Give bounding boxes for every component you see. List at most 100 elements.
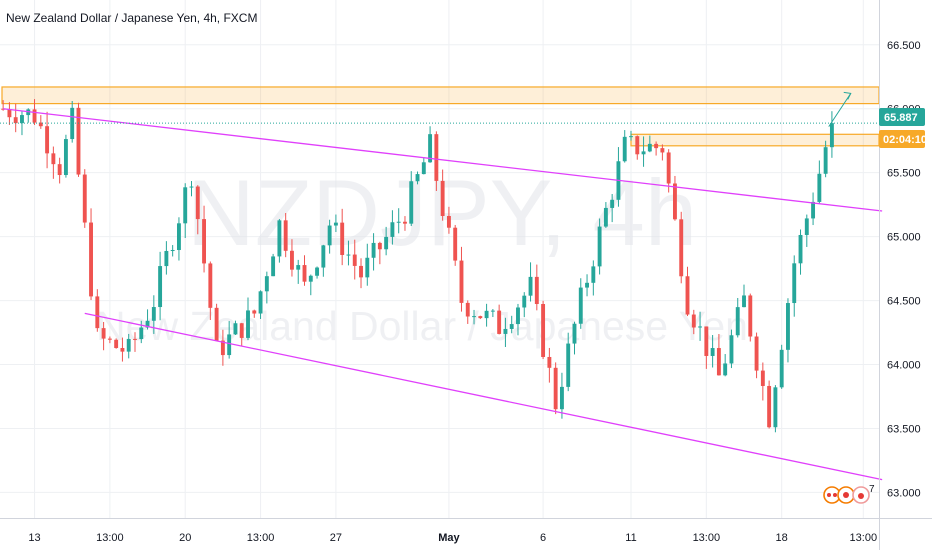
candle-body: [38, 122, 43, 127]
target-arrow-shaft: [828, 93, 852, 127]
candle-body: [597, 226, 602, 267]
candle-body: [63, 139, 68, 176]
candle-body: [559, 386, 564, 410]
candle-body: [239, 323, 244, 338]
candle-body: [434, 134, 439, 181]
candle-body: [779, 349, 784, 388]
indicator-icons[interactable]: 7: [823, 484, 875, 504]
candle-body: [227, 334, 232, 356]
upper-channel-line: [3, 108, 883, 212]
time-tick-label: 18: [776, 532, 788, 544]
candle-body: [20, 115, 24, 124]
trendlines[interactable]: [0, 91, 883, 481]
candle-body: [13, 117, 18, 124]
candle-body: [804, 218, 809, 235]
candle-body: [446, 215, 451, 228]
candle-body: [183, 187, 188, 224]
candle-body: [773, 387, 778, 428]
candle-body: [321, 245, 326, 268]
price-tick-label: 66.500: [887, 40, 921, 52]
candle-body: [95, 296, 100, 329]
candle-body: [151, 307, 156, 321]
candle-body: [516, 307, 520, 325]
candle-body: [610, 199, 615, 208]
lower-channel-line: [84, 312, 883, 481]
candle-body: [478, 316, 483, 319]
candle-body: [176, 223, 181, 251]
candle-body: [754, 336, 759, 371]
time-tick-label: May: [438, 532, 460, 544]
candle-body: [333, 222, 338, 226]
price-tick-label: 64.000: [887, 360, 921, 372]
candle-body: [566, 343, 571, 387]
indicator-icon-c-dot: [858, 493, 864, 499]
indicator-icon-b-dot: [843, 492, 849, 498]
time-tick-label: 13: [28, 532, 40, 544]
candle-body: [76, 107, 81, 175]
candle-body: [547, 356, 552, 368]
candle-body: [315, 267, 320, 276]
candle-body: [585, 282, 589, 288]
candle-body: [195, 186, 200, 220]
indicator-count: 7: [869, 484, 875, 495]
time-axis[interactable]: 13 13:00 20 13:00 27 May 6 11 13:00 18 13:00: [0, 518, 932, 545]
candle-body: [415, 174, 420, 182]
price-axis[interactable]: 66.50066.00065.50065.00064.50064.00063.5…: [879, 0, 921, 550]
candle-body: [396, 221, 401, 223]
candle-body: [120, 348, 125, 352]
candle-body: [403, 221, 407, 224]
watermark: NZDJPY, 4h New Zealand Dollar / Japanese…: [96, 160, 748, 349]
candle-body: [214, 307, 219, 341]
candle-body: [528, 276, 533, 296]
candle-body: [534, 276, 539, 305]
candle-body: [792, 263, 797, 304]
time-tick-label: 13:00: [96, 532, 124, 544]
candle-body: [390, 222, 395, 237]
candle-body: [641, 151, 646, 155]
candle-body: [82, 174, 87, 223]
candle-body: [365, 257, 370, 278]
candle-body: [654, 143, 659, 149]
candle-body: [164, 250, 169, 267]
candle-body: [359, 265, 363, 278]
candle-body: [296, 265, 301, 270]
candle-body: [271, 256, 276, 277]
candle-body: [377, 242, 382, 250]
candle-body: [89, 222, 93, 297]
candle-body: [591, 266, 596, 283]
candle-body: [735, 307, 740, 336]
candle-body: [189, 186, 194, 188]
countdown-badge-label: 02:04:10: [883, 134, 927, 146]
candle-body: [352, 254, 357, 266]
candle-body: [340, 222, 345, 255]
time-tick-label: 13:00: [850, 532, 878, 544]
candle-body: [459, 260, 464, 303]
time-tick-label: 27: [330, 532, 342, 544]
zones[interactable]: [1, 86, 880, 147]
candle-body: [107, 338, 112, 340]
candle-body: [716, 348, 721, 376]
candle-body: [233, 323, 238, 335]
price-tick-label: 63.000: [887, 487, 921, 499]
minor-zone: [630, 133, 880, 147]
candle-body: [798, 234, 803, 264]
candle-body: [572, 323, 577, 344]
candle-body: [384, 236, 389, 250]
watermark-name: New Zealand Dollar / Japanese Yen: [96, 303, 748, 349]
candle-body: [133, 338, 137, 340]
candle-body: [635, 136, 640, 155]
candle-body: [327, 225, 332, 246]
candle-body: [246, 310, 250, 338]
candle-body: [578, 287, 583, 324]
candle-body: [723, 363, 728, 376]
candle-body: [428, 134, 433, 163]
candle-body: [158, 266, 163, 308]
candle-body: [277, 220, 282, 257]
candle-body: [484, 310, 489, 319]
candle-body: [748, 295, 753, 337]
candle-body: [698, 326, 703, 328]
candle-body: [685, 276, 690, 315]
price-tick-label: 65.500: [887, 168, 921, 180]
